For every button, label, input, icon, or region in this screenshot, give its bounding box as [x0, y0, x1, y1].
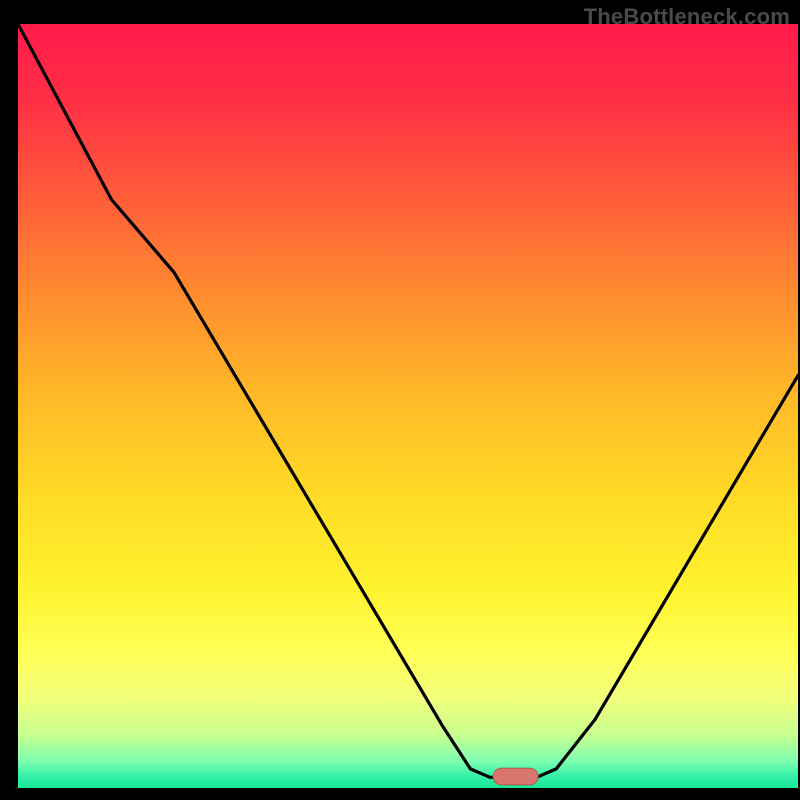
plot-area [18, 24, 798, 788]
optimal-marker [493, 768, 538, 785]
chart-frame: TheBottleneck.com [0, 0, 800, 800]
bottleneck-chart-svg [18, 24, 798, 788]
gradient-background [18, 24, 798, 788]
